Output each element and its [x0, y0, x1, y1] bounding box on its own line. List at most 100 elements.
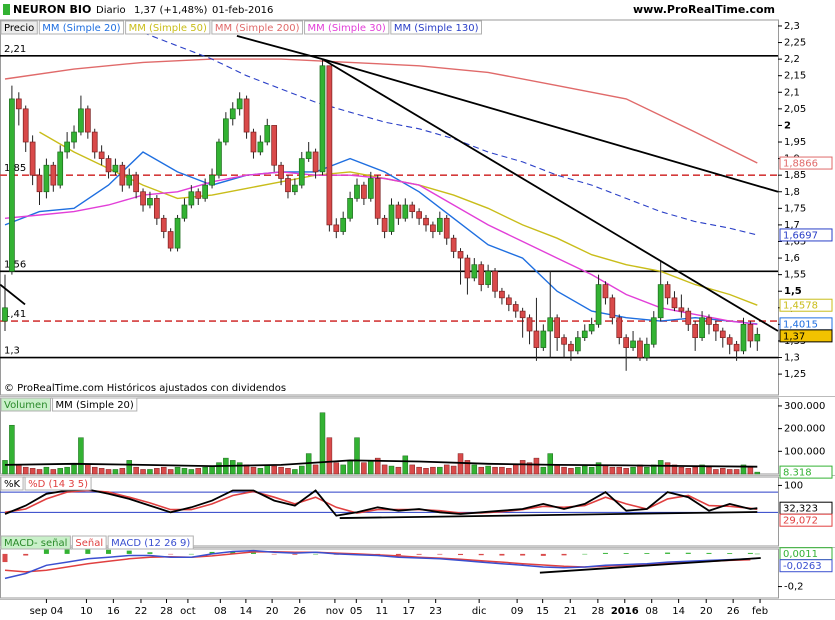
candle-body	[140, 191, 146, 206]
volume-bar	[678, 466, 685, 475]
candle-body	[595, 284, 602, 325]
macd-histogram-bar	[644, 553, 650, 554]
volume-bar	[160, 466, 167, 475]
volume-bar	[271, 465, 277, 475]
candle-body	[271, 125, 278, 166]
value-box	[779, 513, 833, 527]
macd-histogram-bar	[478, 553, 484, 556]
candle-body	[126, 174, 133, 186]
candle-body	[699, 317, 705, 338]
volume-bar	[630, 466, 636, 475]
volume-bar	[340, 464, 346, 475]
volume-bar	[2, 460, 8, 475]
legend-label: MM (Simple 50)	[129, 23, 207, 34]
candle-body	[678, 307, 685, 312]
volume-bar	[644, 466, 650, 475]
y-tick-label: 2,25	[784, 38, 806, 49]
volume-bar	[98, 468, 105, 475]
volume-bar	[409, 464, 415, 475]
candle-body	[209, 174, 215, 186]
candle-body	[726, 337, 733, 345]
volume-bar	[575, 466, 581, 475]
volume-bar	[740, 464, 747, 475]
volume-bar	[492, 466, 498, 475]
candle-body	[547, 317, 554, 332]
candle-body	[457, 251, 464, 259]
volume-bar	[512, 464, 519, 475]
candle-body	[450, 237, 457, 252]
x-tick-label: 26	[293, 606, 306, 617]
candle-body	[50, 164, 57, 186]
x-tick-label: 14	[672, 606, 685, 617]
candle-body	[374, 178, 381, 219]
macd-histogram-bar	[313, 553, 319, 555]
candle-body	[436, 217, 443, 232]
x-tick-label: oct	[180, 606, 196, 617]
volume-bar	[726, 469, 733, 475]
legend-box	[0, 397, 52, 412]
macd-histogram-bar	[582, 553, 588, 555]
volume-bar	[464, 460, 471, 475]
date: 01-feb-2016	[212, 5, 273, 16]
volume-bar	[540, 466, 547, 475]
x-tick-label: feb	[752, 606, 768, 617]
legend-label: MACD- señal	[4, 538, 67, 549]
volume-bar	[126, 460, 132, 475]
volume-bar	[568, 468, 574, 475]
candle-body	[319, 65, 326, 173]
volume-bar	[706, 466, 712, 475]
volume-bar	[720, 468, 726, 475]
volume-bar	[588, 466, 595, 475]
x-tick-label: 05	[350, 606, 363, 617]
x-tick-label: 28	[591, 606, 604, 617]
volume-bar	[685, 468, 692, 475]
moving-average	[4, 58, 758, 164]
panel-frame	[0, 476, 779, 547]
candle-body	[423, 217, 429, 226]
candle-body	[381, 217, 388, 232]
candle-body	[644, 343, 650, 358]
candle-body	[443, 217, 450, 239]
volume-bar	[133, 466, 139, 475]
candle-body	[305, 151, 312, 159]
volume-bar	[9, 424, 15, 475]
candle-body	[285, 178, 291, 193]
volume-bar	[36, 469, 43, 475]
x-tick-label: 14	[240, 606, 253, 617]
y-tick-label: 2,15	[784, 71, 806, 82]
volume-bar	[312, 464, 319, 475]
x-tick-label: 20	[266, 606, 279, 617]
candle-body	[202, 184, 209, 199]
value-box-label: 1,4578	[783, 301, 818, 312]
volume-bar	[188, 469, 195, 475]
macd-histogram-bar	[602, 552, 608, 554]
y-tick-label: 1,3	[784, 353, 800, 364]
legend-box	[52, 397, 138, 412]
trendline	[339, 511, 758, 519]
last-price: 1,37 (+1,48%)	[134, 5, 207, 16]
volume-bar	[395, 466, 402, 475]
macd-histogram-bar	[43, 549, 49, 554]
macd-histogram-bar	[561, 553, 567, 556]
volume-bar	[754, 471, 761, 475]
macd-histogram-bar	[747, 552, 753, 554]
candle-body	[492, 270, 498, 292]
volume-bar	[368, 460, 374, 475]
x-tick-label: 15	[536, 606, 549, 617]
legend-box	[0, 476, 24, 491]
legend-label: Volumen	[4, 400, 48, 411]
volume-bar	[354, 437, 360, 475]
moving-average	[4, 151, 758, 325]
value-box	[779, 156, 833, 170]
level-label: 2,21	[4, 44, 26, 55]
volume-bar	[671, 464, 678, 475]
macd-histogram-bar	[623, 553, 629, 554]
volume-bar	[319, 412, 326, 475]
volume-bar	[416, 466, 422, 475]
volume-bar	[202, 466, 208, 475]
macd-histogram-bar	[727, 553, 733, 554]
candle-body	[706, 317, 712, 325]
volume-bar	[209, 465, 215, 475]
candle-body	[9, 98, 15, 272]
